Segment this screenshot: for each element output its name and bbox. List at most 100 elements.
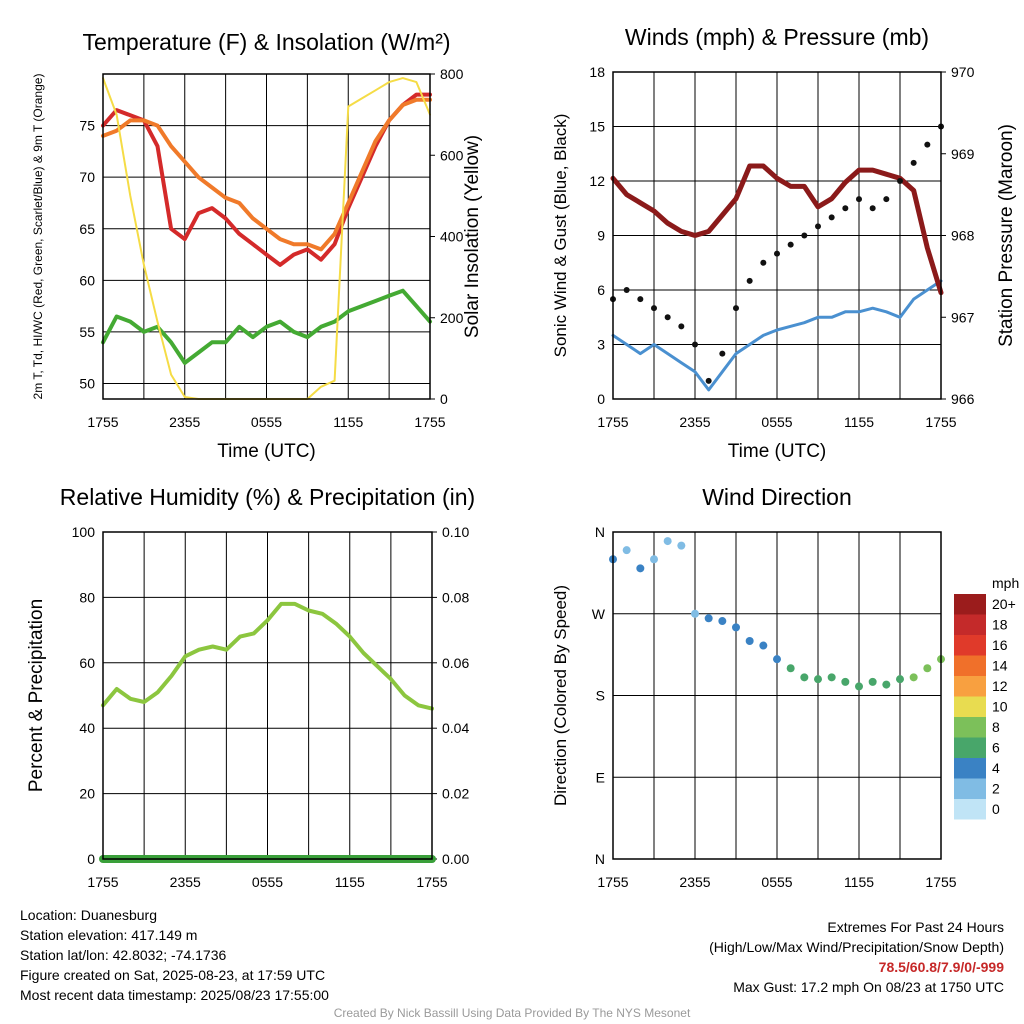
chart-3-title: Wind Direction — [702, 484, 852, 510]
chart-0-y-right-tick: 200 — [440, 310, 464, 326]
wind-gust-point — [774, 250, 780, 257]
chart-1-y-right-label: Station Pressure (Maroon) — [996, 124, 1017, 347]
chart-1-x-tick: 1755 — [597, 414, 628, 430]
station-info: Location: Duanesburg Station elevation: … — [20, 905, 329, 1005]
wind-direction-point — [636, 564, 645, 573]
chart-2-y-right-tick: 0.00 — [442, 851, 469, 867]
wind-gust-point — [678, 323, 685, 330]
chart-0-y-tick: 65 — [79, 221, 95, 237]
wind-direction-point — [896, 675, 904, 684]
chart-1-y-tick: 6 — [597, 282, 605, 298]
chart-1-y-tick: 3 — [597, 337, 605, 353]
legend-swatch — [954, 635, 986, 656]
wind-direction-point — [650, 555, 658, 564]
chart-0-y-right-label: Solar Insolation (Yellow) — [462, 135, 483, 338]
wind-direction-point — [827, 673, 836, 682]
chart-0-y-tick: 50 — [79, 376, 95, 392]
wind-direction-point — [691, 609, 699, 618]
chart-2-y-right-tick: 0.08 — [442, 589, 469, 605]
wind-gust-point — [828, 214, 835, 221]
wind-gust-point — [869, 205, 876, 212]
chart-0-y-tick: 75 — [79, 118, 95, 134]
wind-gust-point — [637, 296, 644, 303]
wind-direction-point — [855, 682, 863, 691]
legend-swatch — [954, 758, 986, 779]
wind-gust-point — [787, 241, 794, 248]
legend-swatch — [954, 799, 986, 820]
wind-direction-point — [663, 537, 672, 546]
chart-2-y-tick: 0 — [87, 851, 95, 867]
wind-direction-point — [622, 546, 631, 555]
chart-1-x-tick: 1155 — [844, 414, 874, 430]
legend-swatch — [954, 655, 986, 676]
chart-3-y-tick: N — [595, 851, 605, 867]
legend-label: 14 — [992, 658, 1008, 674]
chart-0-y-right-tick: 0 — [440, 391, 448, 407]
chart-3-x-tick: 1155 — [844, 874, 874, 890]
chart-2-y-tick: 80 — [79, 589, 95, 605]
chart-1-y-right-tick: 966 — [951, 391, 975, 407]
wind-gust-point — [651, 305, 657, 312]
location-text: Location: Duanesburg — [20, 907, 157, 923]
chart-3-x-tick: 1755 — [597, 874, 628, 890]
chart-1-x-tick: 0555 — [761, 414, 792, 430]
chart-1-x-tick: 1755 — [925, 414, 956, 430]
wind-gust-point — [692, 341, 698, 348]
wind-direction-point — [786, 664, 795, 673]
latlon-text: Station lat/lon: 42.8032; -74.1736 — [20, 947, 227, 963]
chart-2-x-tick: 1155 — [335, 874, 365, 890]
wind-direction-point — [677, 541, 686, 550]
chart-2-y-tick: 20 — [79, 786, 95, 802]
chart-3-y-label: Direction (Colored By Speed) — [551, 585, 570, 806]
chart-3-y-tick: N — [595, 524, 605, 540]
chart-1-x-label: Time (UTC) — [728, 441, 827, 462]
chart-0-y-right-tick: 600 — [440, 147, 464, 163]
chart-1-y-tick: 12 — [589, 173, 605, 189]
legend-swatch — [954, 717, 986, 738]
chart-2-x-tick: 2355 — [170, 874, 201, 890]
elevation-text: Station elevation: 417.149 m — [20, 927, 198, 943]
legend-label: 4 — [992, 760, 1000, 776]
chart-0-title: Temperature (F) & Insolation (W/m²) — [82, 29, 450, 55]
wind-direction-point — [773, 655, 781, 664]
chart-2-y-label: Percent & Precipitation — [26, 599, 47, 792]
wind-gust-point — [719, 350, 726, 357]
chart-3-frame — [612, 531, 942, 860]
wind-gust-point — [664, 314, 671, 321]
chart-1-x-tick: 2355 — [679, 414, 710, 430]
chart-2-y-tick: 100 — [72, 524, 96, 540]
wind-series-0-line — [611, 279, 943, 392]
temp-series-1-line — [101, 97, 432, 252]
extremes-values: 78.5/60.8/7.9/0/-999 — [878, 959, 1004, 975]
chart-3-x-tick: 2355 — [679, 874, 710, 890]
chart-1-y-tick: 15 — [589, 119, 605, 135]
chart-0-y-label: 2m T, Td, HI/WC (Red, Green, Scarlet/Blu… — [31, 74, 45, 400]
temp-series-2-line — [101, 288, 432, 365]
max-gust-text: Max Gust: 17.2 mph On 08/23 at 1750 UTC — [733, 979, 1004, 995]
wind-direction-point — [841, 677, 850, 686]
wind-direction-point — [882, 680, 891, 689]
legend-swatch — [954, 737, 986, 758]
legend-label: 0 — [992, 801, 1000, 817]
chart-1-y-tick: 18 — [589, 64, 605, 80]
chart-3-x-tick: 1755 — [925, 874, 956, 890]
chart-2-x-tick: 0555 — [252, 874, 283, 890]
legend-label: 2 — [992, 781, 1000, 797]
wind-gust-point — [924, 141, 931, 148]
legend-swatch — [954, 614, 986, 635]
credit-text: Created By Nick Bassill Using Data Provi… — [333, 1006, 691, 1020]
chart-2-y-tick: 40 — [79, 720, 95, 736]
chart-2-y-right-tick: 0.06 — [442, 655, 469, 671]
wind-direction-point — [868, 677, 877, 686]
wind-gust-point — [842, 205, 849, 212]
legend-label: 18 — [992, 617, 1008, 633]
chart-3-x-tick: 0555 — [761, 874, 792, 890]
chart-1-y-tick: 9 — [597, 228, 605, 244]
wind-direction-point — [909, 673, 918, 682]
chart-1-y-right-tick: 968 — [951, 228, 975, 244]
extremes-subtitle: (High/Low/Max Wind/Precipitation/Snow De… — [709, 939, 1004, 955]
wind-gust-point — [746, 277, 753, 284]
chart-1-y-tick: 0 — [597, 391, 605, 407]
legend-label: 12 — [992, 678, 1008, 694]
chart-0-y-tick: 60 — [79, 272, 95, 288]
